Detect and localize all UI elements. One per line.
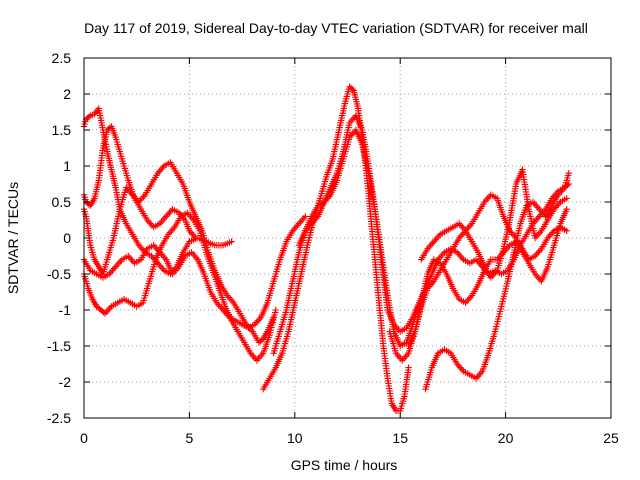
axis-ticks: 0 5 10 15 20 25 2.5 2 1.5 1 0.5 0 -0.5 -1 -1.5 -2 -2.5	[47, 50, 619, 446]
y-axis-label: SDTVAR / TECUs	[5, 182, 21, 294]
x-tick-label: 10	[287, 430, 303, 446]
x-tick-label: 5	[186, 430, 194, 446]
series-trace	[389, 226, 567, 361]
x-tick-label: 20	[498, 430, 514, 446]
series-trace	[273, 129, 420, 354]
series-track-c	[80, 159, 277, 346]
plus-markers	[80, 159, 277, 346]
series-track-f	[260, 83, 412, 414]
y-tick-label: -2	[59, 374, 72, 390]
y-tick-label: -1	[59, 302, 72, 318]
y-tick-label: 0	[63, 230, 71, 246]
series-trace	[83, 212, 277, 361]
series-track-k	[422, 180, 572, 393]
y-tick-label: 2.5	[52, 50, 72, 66]
series-track-i	[386, 224, 570, 364]
plus-markers	[418, 166, 570, 281]
y-tick-label: 1.5	[52, 122, 72, 138]
data-series	[80, 83, 572, 414]
y-tick-label: -1.5	[47, 338, 71, 354]
x-tick-label: 0	[80, 430, 88, 446]
plus-markers	[386, 224, 570, 364]
x-tick-label: 15	[392, 430, 408, 446]
y-tick-label: 0.5	[52, 194, 72, 210]
y-tick-label: 1	[63, 158, 71, 174]
x-tick-label: 25	[603, 430, 619, 446]
series-track-l	[418, 166, 570, 281]
series-track-j	[405, 191, 570, 350]
series-trace	[298, 115, 570, 333]
series-track-d	[80, 209, 279, 364]
plus-markers	[405, 191, 570, 350]
series-track-e	[80, 213, 309, 332]
plus-markers	[80, 209, 279, 364]
plus-markers	[422, 180, 572, 393]
x-axis-label: GPS time / hours	[291, 457, 398, 473]
y-tick-label: -2.5	[47, 410, 71, 426]
y-tick-label: -0.5	[47, 266, 71, 282]
y-tick-label: 2	[63, 86, 71, 102]
chart-title: Day 117 of 2019, Sidereal Day-to-day VTE…	[84, 20, 588, 36]
